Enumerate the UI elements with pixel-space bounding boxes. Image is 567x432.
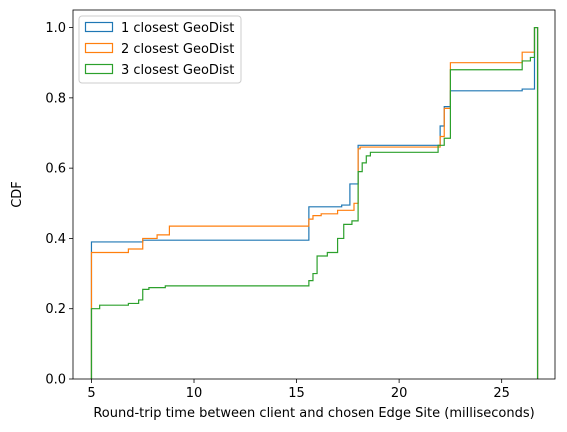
x-tick-label: 15 [288,386,305,401]
y-tick-label: 0.2 [45,302,66,317]
y-tick-label: 1.0 [45,21,66,36]
x-tick-label: 10 [186,386,203,401]
legend-label-2: 2 closest GeoDist [121,42,234,57]
plot-frame [72,9,556,380]
y-tick-label: 0.0 [45,373,66,388]
x-tick-label: 25 [493,386,510,401]
series-layer [90,26,539,379]
legend-swatch-1 [84,21,114,33]
legend-label-3: 3 closest GeoDist [121,63,234,78]
y-axis-label: CDF [10,181,25,208]
x-tick-label: 20 [391,386,408,401]
series-line-1 [90,26,539,379]
y-tick-label: 0.8 [45,91,66,106]
legend-swatch-3 [84,63,114,75]
ticks-layer: 5 10 15 20 25 0.0 0.2 0.4 0.6 0.8 1.0 [45,21,510,401]
legend-box [78,15,242,84]
y-tick-label: 0.4 [45,232,66,247]
legend: 1 closest GeoDist 2 closest GeoDist 3 clos… [78,15,242,84]
legend-label-1: 1 closest GeoDist [121,21,234,36]
x-axis-label: Round-trip time between client and chose… [93,406,534,421]
y-tick-label: 0.6 [45,162,66,177]
legend-swatch-2 [84,42,114,54]
series-line-2 [90,26,539,379]
x-tick-label: 5 [87,386,95,401]
series-line-3 [90,26,539,379]
